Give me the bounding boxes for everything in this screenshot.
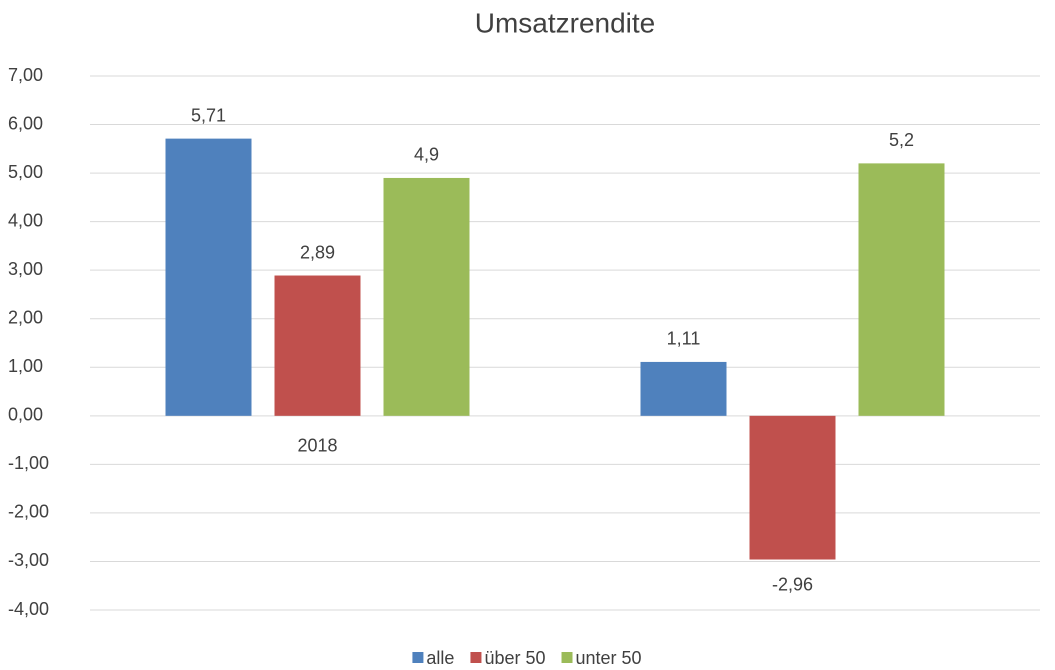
y-tick-label: -4,00 <box>8 599 49 619</box>
y-tick-label: -1,00 <box>8 453 49 473</box>
value-label: 1,11 <box>667 329 701 349</box>
y-tick-label: 7,00 <box>8 65 43 85</box>
bar <box>749 415 836 560</box>
x-tick-label: 2018 <box>297 436 337 456</box>
y-tick-label: -3,00 <box>8 550 49 570</box>
legend-label: unter 50 <box>576 648 642 668</box>
y-tick-label: 0,00 <box>8 405 43 425</box>
bar <box>640 361 727 416</box>
value-label: 5,2 <box>889 130 914 150</box>
value-label: 5,71 <box>191 105 226 125</box>
legend-label: über 50 <box>484 648 545 668</box>
y-tick-label: -2,00 <box>8 502 49 522</box>
legend-label: alle <box>426 648 454 668</box>
y-tick-label: 4,00 <box>8 210 43 230</box>
bar <box>274 275 361 416</box>
value-label: 2,89 <box>300 242 335 262</box>
y-tick-label: 3,00 <box>8 259 43 279</box>
chart-title: Umsatzrendite <box>475 7 656 38</box>
value-label: 4,9 <box>414 145 439 165</box>
bar <box>383 177 470 416</box>
y-tick-label: 1,00 <box>8 356 43 376</box>
y-tick-label: 6,00 <box>8 113 43 133</box>
y-tick-label: 2,00 <box>8 307 43 327</box>
legend-swatch <box>561 652 573 663</box>
value-label: -2,96 <box>772 574 813 594</box>
bar <box>165 138 252 416</box>
bar <box>858 163 945 416</box>
y-tick-label: 5,00 <box>8 162 43 182</box>
legend-swatch <box>412 652 424 663</box>
legend-swatch <box>470 652 482 663</box>
